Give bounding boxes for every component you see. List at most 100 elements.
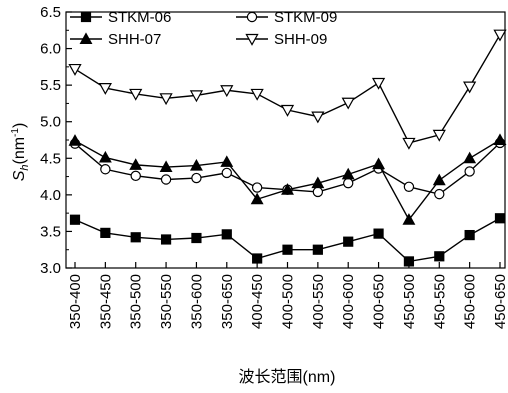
triangle-up-marker — [79, 32, 93, 44]
data-point — [129, 88, 143, 101]
x-axis-title: 波长范围(nm) — [239, 368, 336, 386]
square-marker — [100, 227, 111, 238]
data-point — [311, 176, 325, 189]
series-stkm-06 — [69, 213, 506, 267]
triangle-up-marker — [98, 150, 112, 163]
data-point — [402, 137, 416, 150]
circle-marker — [312, 186, 324, 198]
data-point — [312, 244, 323, 255]
triangle-up-marker — [341, 167, 355, 180]
legend-marker — [79, 32, 93, 44]
circle-marker — [130, 170, 141, 182]
y-tick-label: 3.5 — [40, 223, 61, 240]
square-marker — [494, 213, 506, 224]
square-marker — [312, 244, 323, 255]
data-point — [191, 172, 202, 184]
y-tick-label: 3.0 — [40, 260, 61, 277]
y-tick-label: 4.0 — [40, 187, 61, 204]
data-point — [68, 134, 82, 146]
triangle-down-marker — [250, 88, 264, 101]
data-point — [493, 133, 507, 145]
legend: STKM-06 STKM-09 SHH-07 SHH-09 — [70, 9, 337, 48]
circle-marker — [221, 167, 232, 179]
square-marker — [343, 236, 354, 247]
triangle-up-marker — [250, 192, 264, 205]
data-point — [403, 181, 415, 193]
data-point — [98, 82, 112, 95]
data-point — [343, 177, 354, 189]
data-point — [341, 97, 355, 110]
x-tick-label: 350-500 — [128, 274, 145, 329]
x-tick-label: 450-600 — [462, 274, 479, 329]
triangle-up-marker — [493, 133, 507, 145]
triangle-down-marker — [98, 82, 112, 95]
circle-marker — [160, 174, 172, 185]
data-point — [69, 214, 81, 225]
circle-marker — [191, 172, 202, 184]
triangle-down-marker — [159, 93, 173, 106]
data-point — [159, 160, 173, 173]
x-tick-label: 400-450 — [249, 274, 266, 329]
x-tick-label: 400-650 — [371, 274, 388, 329]
square-marker — [191, 232, 202, 244]
legend-item: SHH-07 — [70, 31, 161, 48]
triangle-down-marker — [402, 137, 416, 150]
data-point — [130, 232, 141, 243]
circle-marker — [343, 177, 354, 189]
data-point — [100, 227, 111, 238]
triangle-up-marker — [432, 173, 446, 186]
data-point — [464, 166, 475, 177]
x-axis: 350-400 350-450 350-500 350-550 350-600 350-6… — [67, 262, 508, 329]
triangle-down-marker — [311, 111, 325, 124]
data-point — [373, 228, 384, 239]
data-point — [402, 213, 416, 225]
series-layer — [68, 29, 507, 267]
triangle-up-marker — [129, 158, 143, 170]
x-tick-label: 400-550 — [310, 274, 327, 329]
circle-marker — [246, 11, 258, 23]
triangle-up-marker — [281, 183, 294, 195]
triangle-up-marker — [402, 213, 416, 225]
data-point — [282, 244, 293, 255]
triangle-down-marker — [220, 85, 234, 98]
circle-marker — [403, 181, 415, 193]
legend-marker — [246, 11, 258, 23]
x-tick-label: 450-650 — [492, 274, 508, 329]
data-point — [311, 111, 325, 124]
data-point — [220, 85, 234, 98]
data-point — [341, 167, 355, 180]
legend-marker — [245, 33, 259, 46]
data-point — [434, 251, 445, 262]
data-point — [403, 256, 415, 267]
square-marker — [221, 229, 232, 240]
triangle-down-marker — [280, 104, 295, 117]
data-point — [250, 192, 264, 205]
data-point — [221, 167, 232, 179]
square-marker — [403, 256, 415, 267]
circle-marker — [434, 188, 445, 200]
legend-marker — [80, 11, 92, 23]
data-point — [68, 63, 82, 76]
data-point — [159, 93, 173, 106]
square-marker — [130, 232, 141, 243]
legend-item: STKM-06 — [70, 9, 171, 26]
y-axis-title-unit-sup: -1 — [10, 128, 21, 137]
triangle-down-marker — [432, 129, 446, 142]
data-point — [371, 77, 386, 90]
y-axis-title-unit-post: ) — [11, 123, 28, 128]
data-point — [189, 158, 203, 171]
y-tick-label: 5.0 — [40, 114, 61, 131]
data-point — [280, 104, 295, 117]
x-tick-label: 400-600 — [340, 274, 357, 329]
square-marker — [373, 228, 384, 239]
data-point — [160, 234, 172, 245]
square-marker — [80, 11, 92, 23]
circle-marker — [100, 164, 111, 175]
x-tick-label: 400-500 — [280, 274, 297, 329]
triangle-down-marker — [68, 63, 82, 76]
y-axis-title-main: S — [11, 170, 28, 181]
triangle-up-marker — [311, 176, 325, 189]
triangle-up-marker — [68, 134, 82, 146]
triangle-down-marker — [129, 88, 143, 101]
